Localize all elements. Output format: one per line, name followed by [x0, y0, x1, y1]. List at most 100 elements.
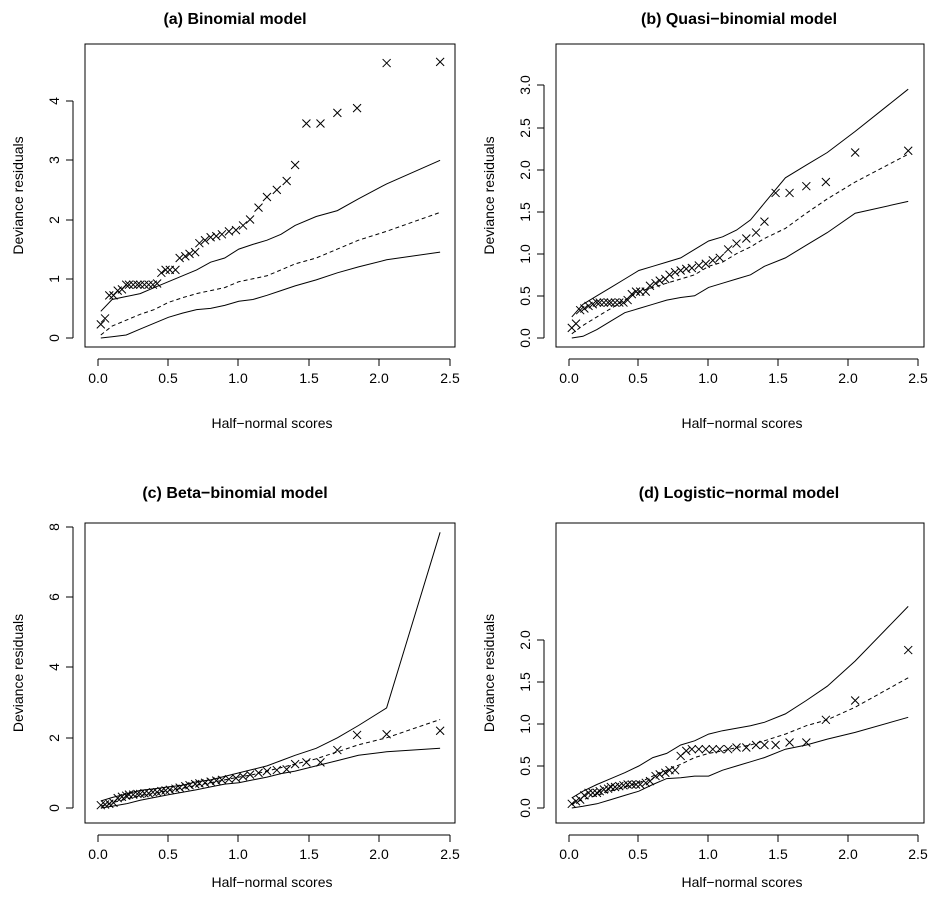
upper-envelope-line [571, 606, 909, 799]
panel-4: (d) Logistic−normal model 0.0 0.5 1.0 1.5 2.0… [481, 485, 928, 890]
upper-envelope-line [100, 532, 441, 802]
data-point-marker [140, 280, 149, 290]
y-tick-label: 0.5 [517, 756, 533, 776]
x-tick-label: 1.0 [228, 846, 248, 862]
data-point-marker [660, 768, 670, 778]
y-tick-label: 6 [46, 593, 62, 601]
lower-envelope-line [571, 716, 909, 809]
x-axis-label: Half−normal scores [682, 874, 803, 890]
data-point-marker [687, 744, 697, 754]
data-point-marker [435, 726, 445, 736]
data-point-marker [185, 249, 194, 259]
data-point-marker [96, 320, 106, 329]
data-point-marker [760, 740, 769, 750]
y-tick-label: 0 [46, 804, 62, 812]
data-point-marker [135, 280, 145, 290]
x-tick-label: 2.0 [369, 846, 389, 862]
data-point-marker [681, 746, 691, 756]
data-point-marker [701, 259, 711, 269]
data-point-marker [254, 203, 263, 213]
x-tick-label: 1.5 [768, 846, 788, 862]
x-tick-label: 1.5 [299, 370, 319, 386]
x-tick-label: 0.5 [158, 370, 178, 386]
data-point-marker [850, 148, 860, 157]
data-point-marker [180, 251, 190, 261]
panel-3: (c) Beta−binomial model 0.0 0.5 1.0 1.5 2.0 2.… [10, 485, 460, 890]
data-point-marker [435, 57, 445, 67]
data-point-marker [100, 314, 110, 323]
x-tick-label: 2.0 [838, 846, 858, 862]
lower-envelope-line [100, 251, 441, 339]
x-tick-label: 0.5 [628, 846, 648, 862]
data-point-marker [272, 185, 282, 195]
x-tick-label: 1.0 [698, 370, 718, 386]
data-point-marker [723, 744, 733, 754]
data-point-marker [785, 738, 794, 747]
data-point-marker [732, 743, 741, 752]
panel-title: (b) Quasi−binomial model [641, 11, 837, 28]
panel-title: (a) Binomial model [163, 11, 306, 28]
x-tick-label: 0.0 [88, 370, 108, 386]
data-point-marker [715, 253, 725, 263]
data-point-marker [694, 744, 704, 754]
data-point-marker [655, 770, 665, 779]
data-point-marker [655, 276, 665, 286]
x-tick-label: 0.5 [628, 370, 648, 386]
panel-title: (c) Beta−binomial model [142, 485, 327, 502]
data-point-marker [670, 267, 680, 277]
data-point-marker [245, 215, 255, 224]
panel-title: (d) Logistic−normal model [639, 485, 839, 502]
data-point-marker [238, 772, 248, 781]
data-point-marker [161, 265, 170, 275]
data-point-marker [171, 265, 180, 275]
data-point-marker [211, 231, 221, 241]
data-point-marker [694, 261, 704, 270]
data-point-marker [903, 645, 913, 655]
y-tick-label: 0.0 [517, 798, 533, 818]
y-tick-label: 2 [46, 216, 62, 224]
data-point-marker [231, 773, 241, 783]
x-tick-label: 2.0 [369, 370, 389, 386]
data-point-marker [771, 188, 780, 198]
data-point-marker [206, 232, 215, 242]
data-point-marker [217, 229, 227, 239]
y-tick-label: 1.0 [517, 714, 533, 734]
data-point-marker [352, 730, 362, 740]
data-point-marker [195, 238, 204, 248]
median-line [571, 153, 909, 335]
data-point-marker [231, 225, 241, 235]
data-point-marker [262, 192, 272, 202]
plot-frame [555, 43, 925, 348]
plot-frame [84, 43, 456, 348]
data-point-marker [104, 290, 114, 300]
x-tick-label: 2.5 [440, 370, 460, 386]
x-tick-label: 2.5 [440, 846, 460, 862]
data-point-marker [588, 788, 598, 798]
upper-envelope-line [100, 159, 441, 312]
y-tick-label: 2 [46, 734, 62, 742]
data-point-marker [623, 295, 632, 305]
x-tick-label: 2.5 [908, 846, 928, 862]
data-point-marker [224, 226, 234, 236]
data-point-marker [614, 298, 624, 307]
y-tick-label: 2.0 [517, 160, 533, 180]
data-point-marker [333, 108, 342, 118]
x-axis-label: Half−normal scores [212, 874, 333, 890]
data-point-marker [603, 298, 613, 307]
data-point-marker [302, 119, 311, 128]
y-tick-label: 3 [46, 156, 62, 164]
y-axis-label: Deviance residuals [10, 136, 26, 254]
data-point-marker [592, 298, 602, 307]
data-point-marker [152, 279, 162, 288]
data-point-marker [665, 270, 674, 280]
y-tick-label: 4 [46, 97, 62, 105]
data-point-marker [190, 247, 200, 257]
data-point-marker [708, 256, 718, 265]
lower-envelope-line [571, 200, 909, 339]
data-point-marker [217, 775, 227, 785]
data-point-marker [708, 744, 718, 754]
x-tick-label: 0.5 [158, 846, 178, 862]
data-point-marker [571, 319, 581, 329]
y-tick-label: 1.5 [517, 202, 533, 222]
